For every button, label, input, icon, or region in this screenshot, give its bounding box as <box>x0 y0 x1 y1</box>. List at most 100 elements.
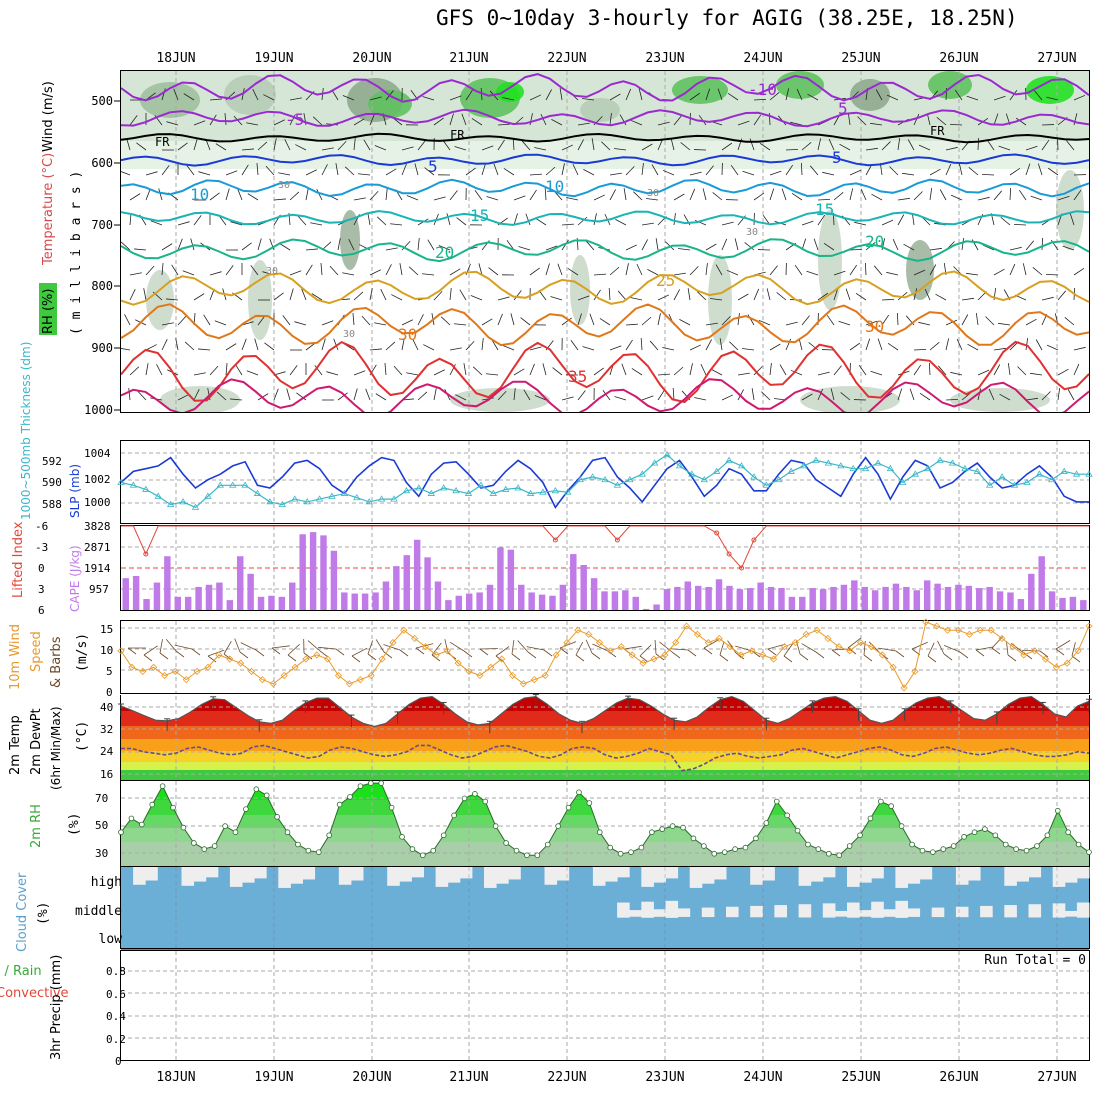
isotherm-label: -5 <box>285 110 304 129</box>
thickness-marker <box>377 495 386 502</box>
rh-contour-label: 30 <box>746 227 758 238</box>
thickness-marker <box>278 500 287 508</box>
cloud-gap-middle <box>847 902 860 918</box>
rh-patch <box>496 82 524 102</box>
pressure-tick-label: 600 <box>91 156 113 170</box>
wind-speed-marker <box>976 626 984 634</box>
wind-barb <box>367 640 374 655</box>
rh-marker <box>836 852 842 859</box>
wind-barb <box>1073 189 1082 201</box>
cloud-gap-high <box>290 867 303 884</box>
cape-bar <box>1069 596 1077 610</box>
wind-speed-marker <box>204 663 212 671</box>
wind-barb <box>529 363 535 376</box>
wind-barb <box>1041 391 1051 401</box>
wind-barb <box>385 264 392 276</box>
cloud-units: (%) <box>36 902 51 925</box>
wind-barb <box>572 163 579 176</box>
temperature-tick: 16 <box>100 768 113 781</box>
wind-barb <box>209 365 219 376</box>
thickness-marker <box>837 462 845 469</box>
wind-barb <box>673 289 680 301</box>
cloud-gap-high <box>242 867 255 883</box>
rh-patch <box>818 210 842 310</box>
thickness-marker <box>328 492 336 499</box>
rh-marker <box>617 850 624 857</box>
thickness-tick: 588 <box>42 498 62 511</box>
wind-barb <box>751 388 755 401</box>
thickness-marker <box>936 456 944 463</box>
rh-marker <box>950 843 957 849</box>
thickness-marker <box>663 451 671 458</box>
isotherm-line <box>121 270 1090 306</box>
wind-barb <box>673 213 676 226</box>
wind-barb <box>769 91 780 101</box>
cape-bar <box>892 583 900 610</box>
wind-barb <box>638 88 643 101</box>
thickness-marker <box>861 464 870 472</box>
temperature-band <box>121 726 1089 739</box>
thickness-marker <box>551 487 560 494</box>
rh-marker <box>357 783 364 789</box>
thickness-marker <box>439 484 448 491</box>
wind-speed-marker <box>1020 651 1028 659</box>
rh-marker <box>211 843 218 849</box>
wind-barb <box>625 339 633 351</box>
wind-barb <box>209 271 222 276</box>
wind-barb <box>175 338 179 351</box>
wind-barb-flag <box>463 650 473 658</box>
wind-speed-marker <box>987 626 995 634</box>
wind-barb <box>385 168 397 176</box>
cape-bar <box>132 575 140 610</box>
wind-barb <box>1009 263 1016 276</box>
cape-bar <box>507 549 515 610</box>
wind-barb-flag <box>831 649 841 657</box>
wind-barb <box>689 363 693 376</box>
thickness-marker <box>228 481 237 488</box>
wind-barb <box>129 115 138 126</box>
wind-barb <box>715 264 723 276</box>
wind-barb <box>376 216 387 226</box>
wind-barb <box>529 94 542 101</box>
rh-marker <box>711 850 718 857</box>
wind-barb <box>593 289 601 301</box>
rh-marker <box>1065 829 1071 836</box>
wind-barb <box>401 319 413 326</box>
wind-barb <box>282 315 291 326</box>
cloud-gap-high <box>641 867 654 887</box>
wind-barb <box>794 264 803 276</box>
wind-barb <box>945 319 958 326</box>
wind-barb <box>577 122 590 126</box>
wind-barb <box>776 292 787 301</box>
wind-barb <box>526 646 545 651</box>
pressure-tick-label: 1000 <box>84 403 113 417</box>
wind-barb <box>128 388 131 401</box>
wind-barb-flag <box>239 651 249 659</box>
cloud-gap-high <box>617 867 630 878</box>
wind-barb <box>753 288 760 301</box>
wind-barb <box>801 393 813 401</box>
wind-barb <box>279 243 291 251</box>
wind-barb-flag <box>479 648 489 656</box>
isotherm-line <box>121 238 1090 263</box>
wind-barb <box>478 263 483 276</box>
wind-barb <box>312 116 323 126</box>
wind-barb <box>495 646 510 657</box>
rh-marker <box>544 841 551 848</box>
wind-barb <box>1041 237 1044 251</box>
wind-barb <box>412 339 419 351</box>
wind-barb <box>857 116 867 126</box>
wind-barb <box>517 640 529 653</box>
wind-barb <box>785 148 799 151</box>
wind-axis: 15 10 5 0 10m Wind Speed & Barbs (m/s) <box>8 623 113 699</box>
wind-barb <box>385 247 398 251</box>
wind-speed-marker <box>247 667 256 675</box>
wind-barb <box>513 195 526 201</box>
wind-barb <box>289 191 300 201</box>
wind-barb <box>1022 263 1027 276</box>
wind-barb <box>633 191 643 201</box>
rh-ylabel: 2m RH <box>29 804 44 848</box>
isotherm-labels: -10 5 -5 FR FR FR 5 5 10 10 15 15 20 20 … <box>155 80 945 386</box>
wind-barb <box>513 290 522 301</box>
wind-speed-marker <box>748 647 756 655</box>
